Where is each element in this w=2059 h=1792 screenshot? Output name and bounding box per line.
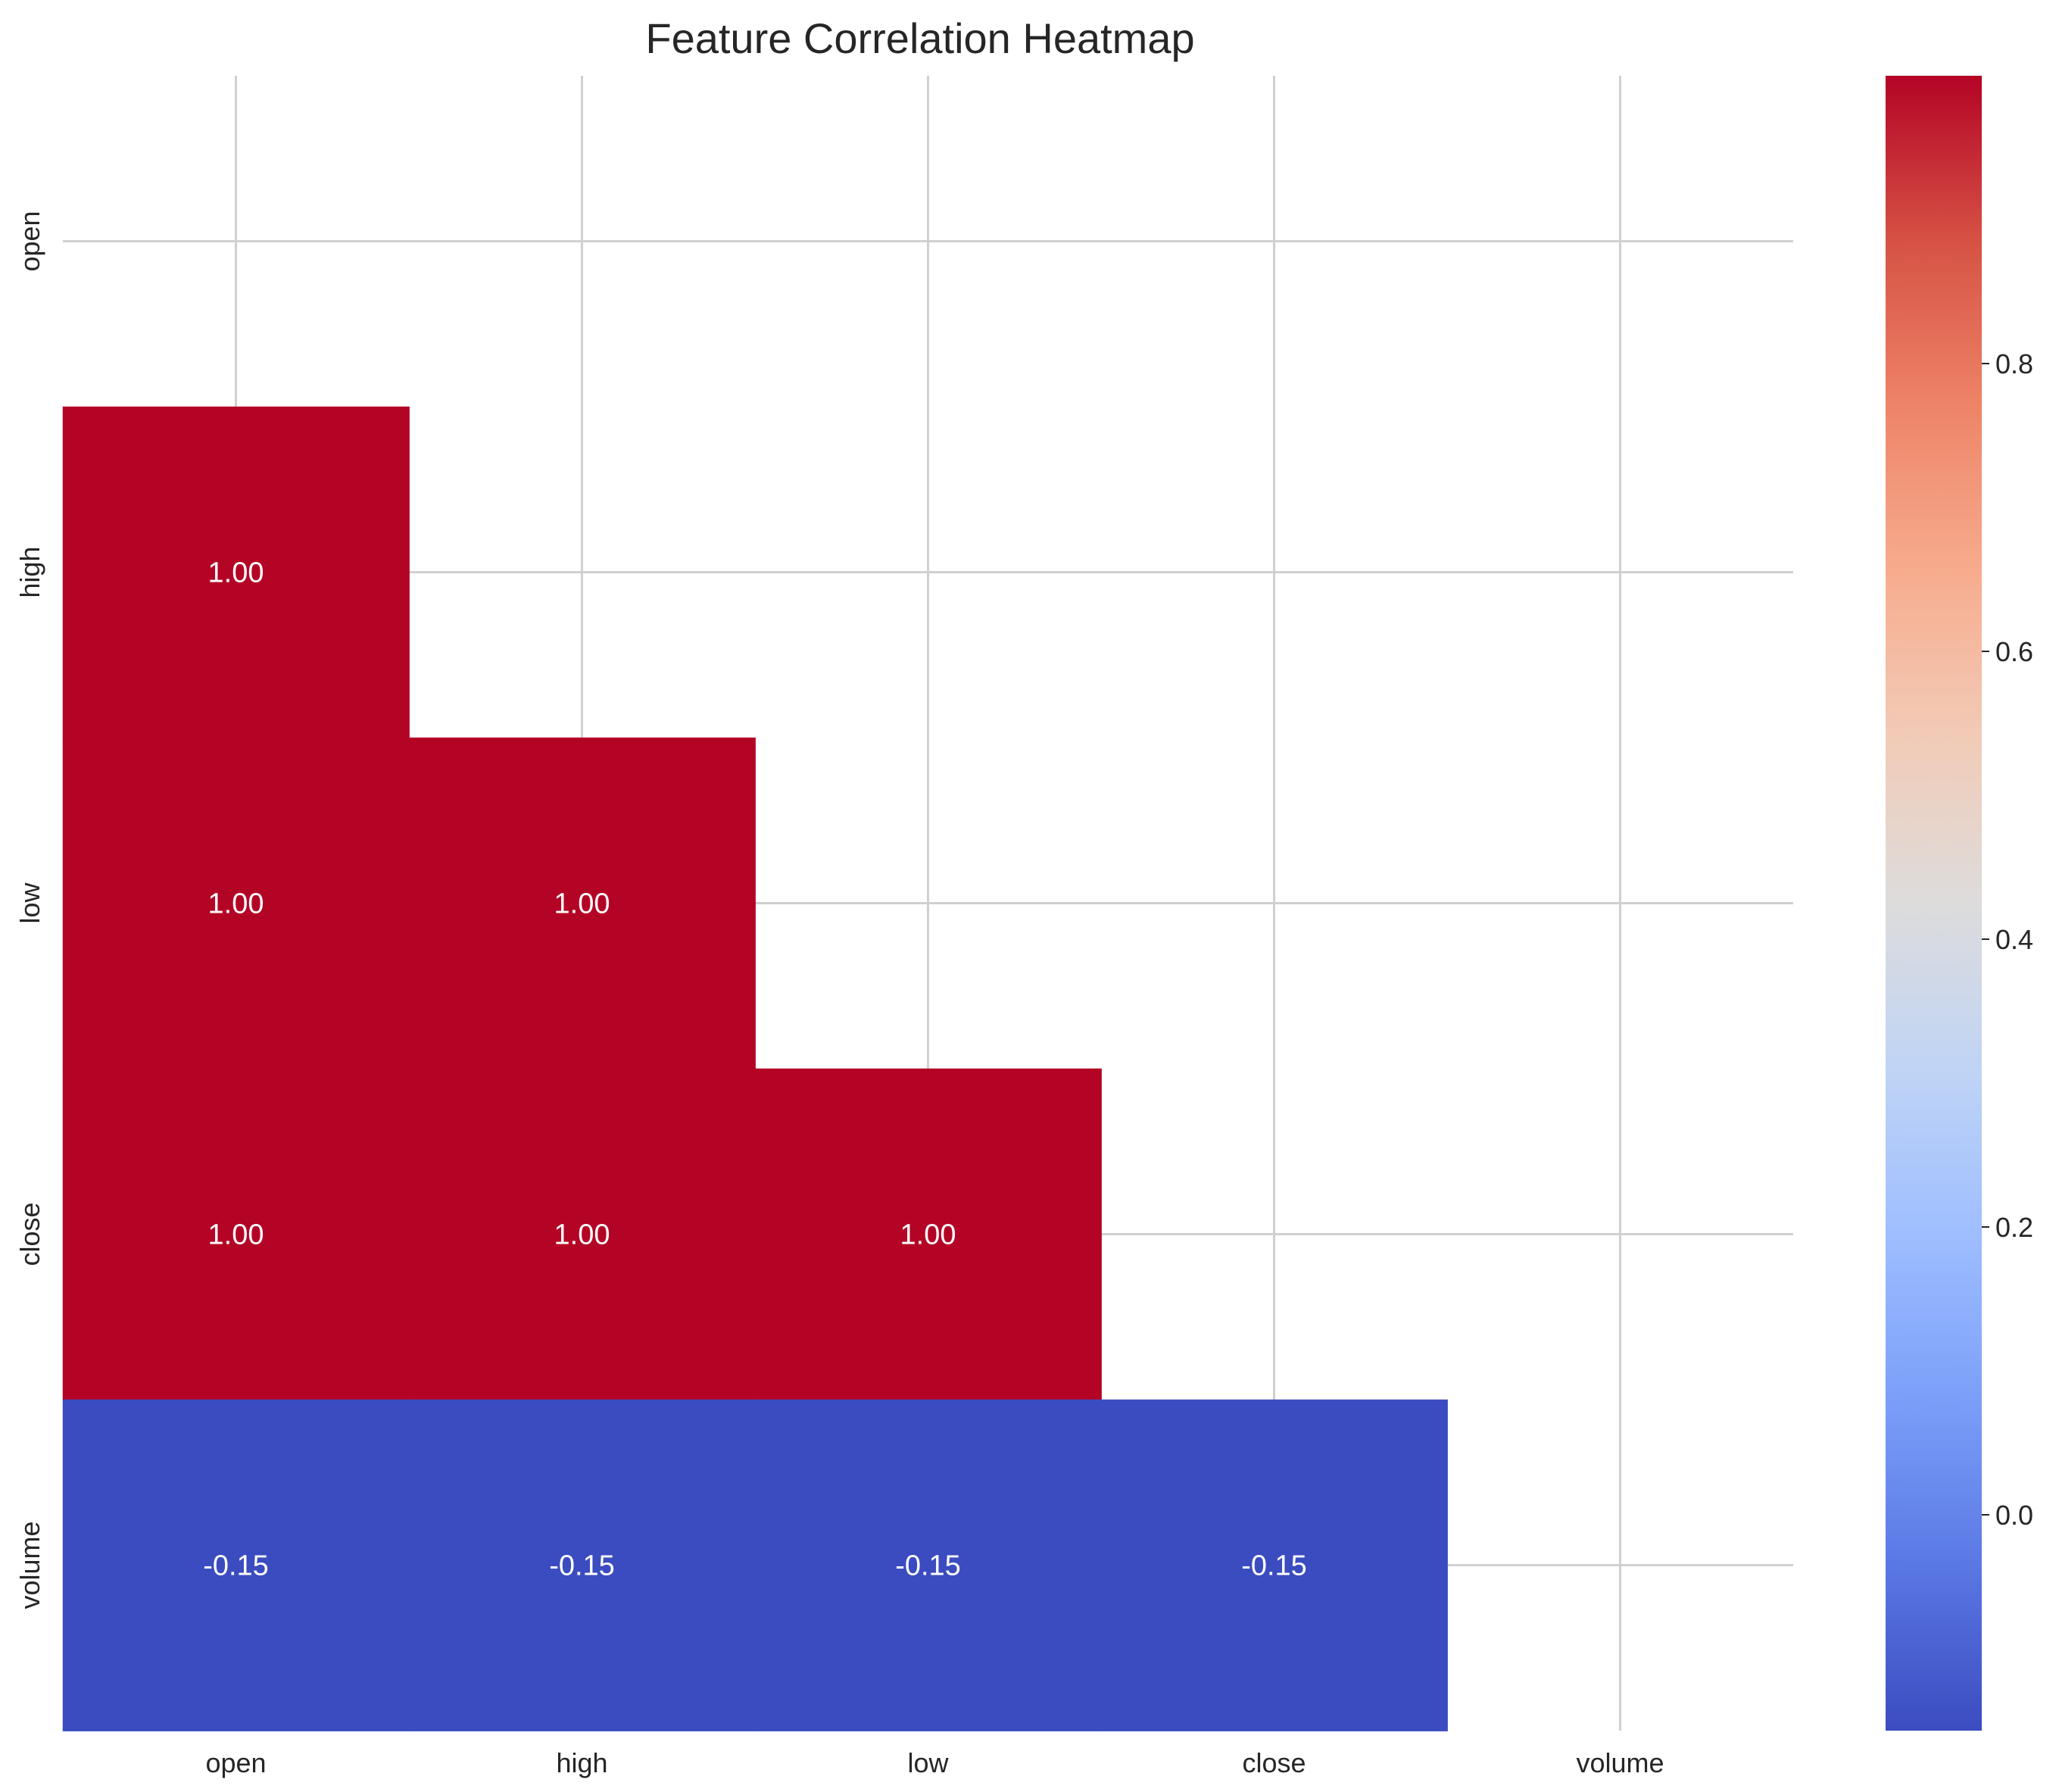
x-tick-label-high: high [556,1747,607,1778]
cell-label-volume-high: -0.15 [549,1550,615,1582]
heatmap-cell-volume-high [408,1399,756,1731]
colorbar-tick-label: 0.2 [1995,1212,2033,1243]
cell-value-labels: 1.00 1.00 1.00 1.00 1.00 1.00 -0.15 -0.15 -0.15 -… [203,557,1307,1582]
heatmap-cells [62,406,1448,1731]
colorbar-tick-labels: 0.0 0.2 0.4 0.6 0.8 [1982,348,2033,1531]
x-tick-label-close: close [1242,1747,1306,1778]
heatmap-cell-high-open [62,406,410,738]
heatmap-cell-low-open [62,737,410,1069]
x-tick-label-open: open [205,1747,266,1778]
cell-label-low-high: 1.00 [554,888,610,920]
colorbar [1886,76,1982,1731]
colorbar-gradient [1886,76,1982,1731]
colorbar-tick-label: 0.4 [1995,924,2033,955]
cell-label-close-open: 1.00 [208,1219,264,1251]
heatmap-cell-volume-close [1100,1399,1448,1731]
y-axis-tick-labels: open high low close volume [14,211,45,1609]
heatmap-cell-volume-low [754,1399,1102,1731]
y-tick-label-close: close [14,1202,45,1266]
y-tick-label-open: open [14,211,45,271]
cell-label-close-high: 1.00 [554,1219,610,1251]
heatmap-cell-close-high [408,1068,756,1400]
cell-label-low-open: 1.00 [208,888,264,920]
heatmap-cell-close-low [754,1068,1102,1400]
y-tick-label-low: low [14,882,45,923]
heatmap-cell-volume-open [62,1399,410,1731]
x-tick-label-low: low [907,1747,949,1778]
colorbar-tick-label: 0.8 [1995,348,2033,379]
cell-label-close-low: 1.00 [900,1219,956,1251]
cell-label-volume-low: -0.15 [895,1550,961,1582]
y-tick-label-high: high [14,546,45,598]
cell-label-volume-close: -0.15 [1241,1550,1307,1582]
chart-title: Feature Correlation Heatmap [645,14,1194,62]
y-tick-label-volume: volume [14,1521,45,1609]
x-tick-label-volume: volume [1576,1747,1664,1778]
heatmap-cell-close-open [62,1068,410,1400]
colorbar-tick-label: 0.6 [1995,636,2033,667]
x-axis-tick-labels: open high low close volume [205,1747,1664,1778]
cell-label-volume-open: -0.15 [203,1550,269,1582]
cell-label-high-open: 1.00 [208,557,264,589]
colorbar-tick-label: 0.0 [1995,1500,2033,1531]
